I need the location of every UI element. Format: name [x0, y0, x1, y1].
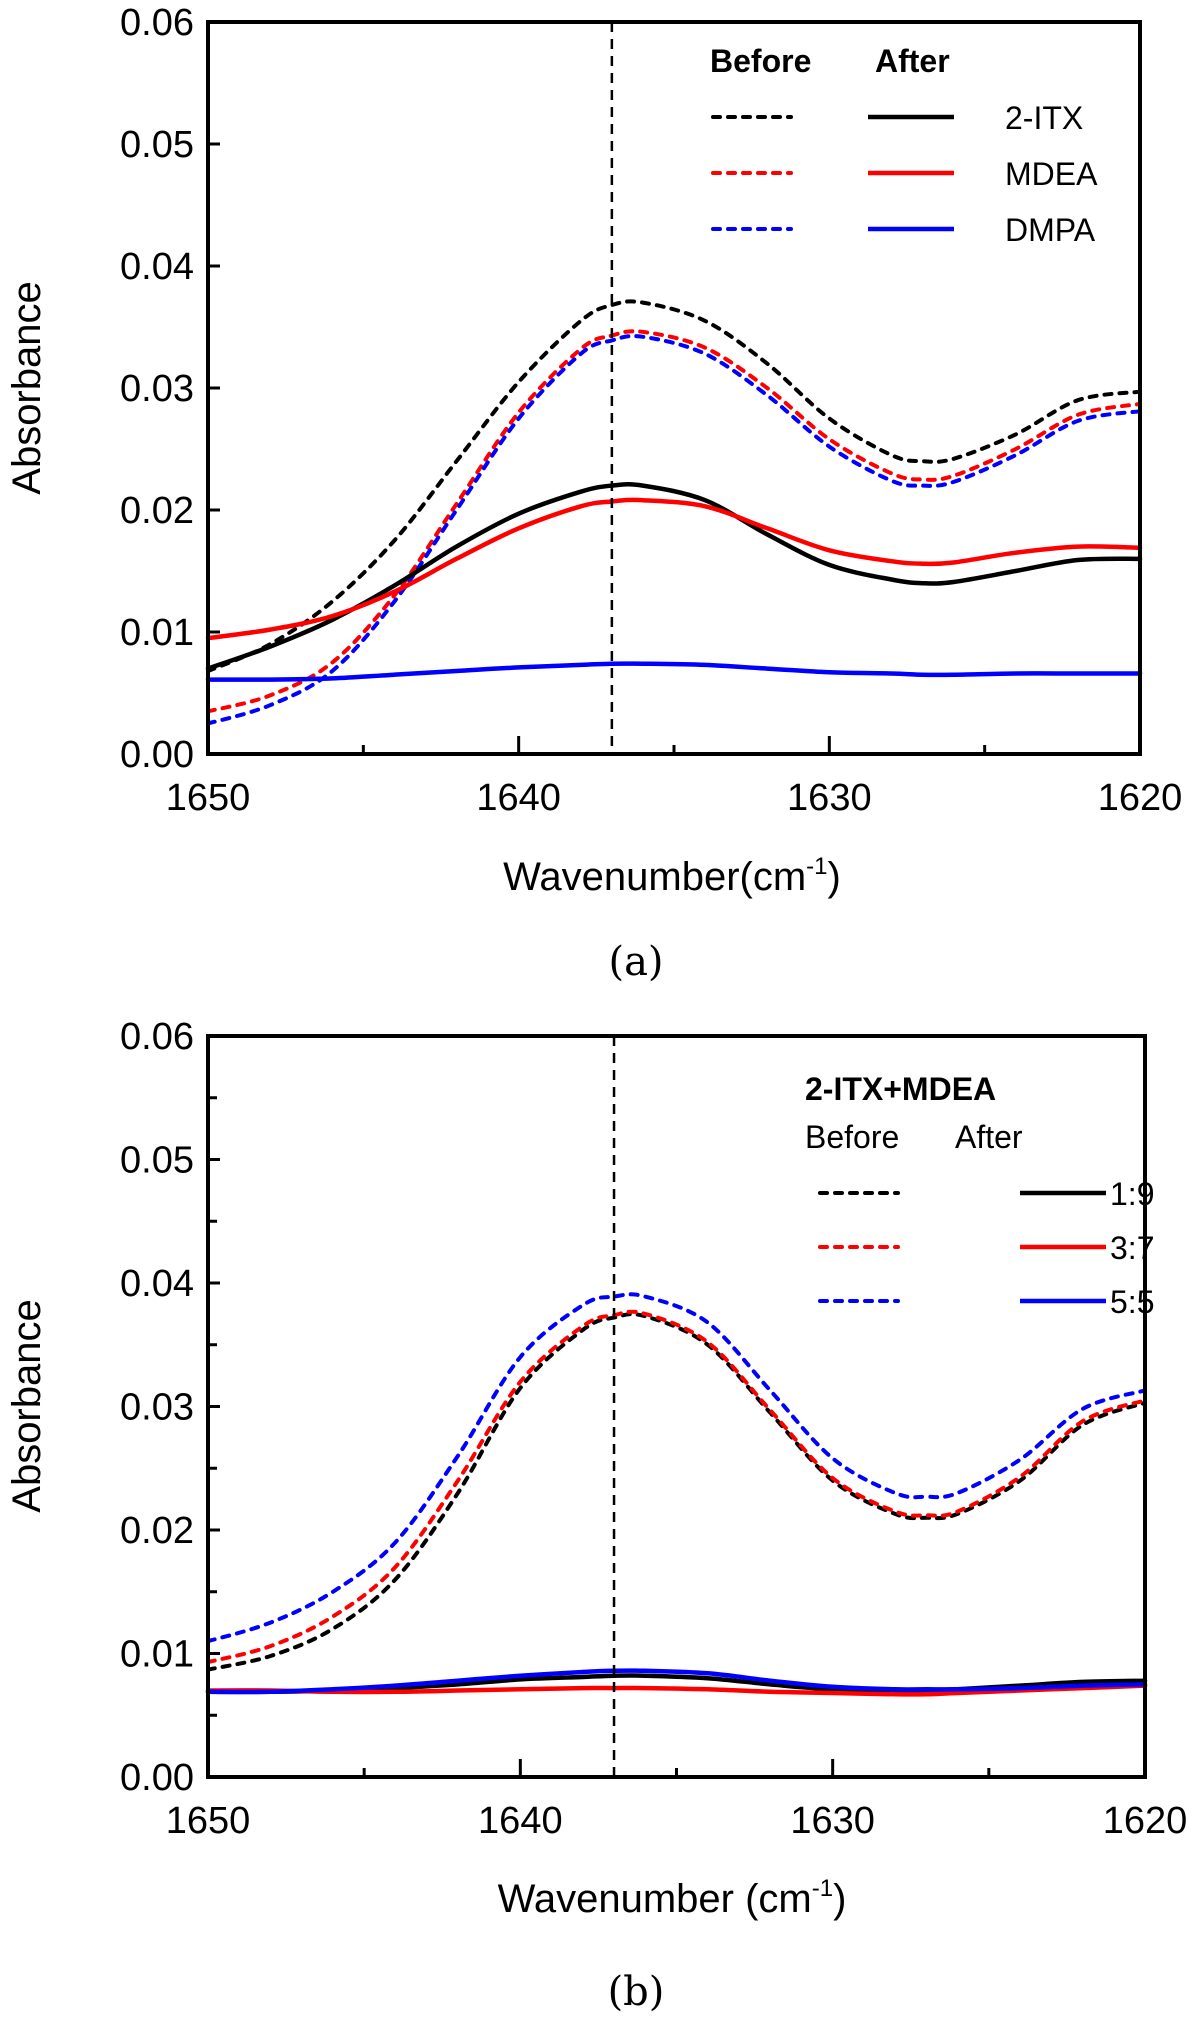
y-tick-label: 0.01 — [120, 612, 194, 654]
axis-ticks-a: 1650 1640 1630 1620 0.00 0.01 0.02 0.03 0.04 0.05… — [120, 2, 1182, 819]
y-tick-label: 0.02 — [120, 1510, 194, 1552]
x-tick-label: 1640 — [476, 777, 561, 819]
legend-title: 2-ITX+MDEA — [805, 1071, 996, 1107]
caption-a: (a) — [608, 939, 663, 985]
series-line-3-7-after — [205, 1683, 1148, 1697]
y-tick-label: 0.06 — [120, 2, 194, 44]
legend-header-before: Before — [805, 1119, 899, 1155]
x-tick-label: 1630 — [787, 777, 872, 819]
x-axis-title-b: Wavenumber (cm-1) — [498, 1875, 847, 1921]
x-tick-label: 1620 — [1103, 1800, 1188, 1842]
legend-b: 2-ITX+MDEA Before After 1:9 3:7 5:5 — [805, 1071, 1154, 1320]
x-axis-title-close-a: ) — [828, 855, 841, 899]
series-line-mdea-before — [206, 329, 1142, 714]
x-axis-title-main-b: Wavenumber (cm — [498, 1877, 812, 1921]
y-tick-label: 0.03 — [120, 1387, 194, 1429]
y-tick-label: 0.04 — [120, 1263, 194, 1305]
y-tick-label: 0.06 — [120, 1016, 194, 1058]
series-line-mdea-after — [205, 497, 1143, 641]
y-tick-label: 0.05 — [120, 124, 194, 166]
series-line-2-itx-before — [206, 299, 1142, 673]
legend-entry-label: 5:5 — [1110, 1284, 1154, 1320]
x-axis-title-sup-a: -1 — [806, 853, 827, 880]
y-tick-label: 0.05 — [120, 1140, 194, 1182]
y-tick-label: 0.01 — [120, 1634, 194, 1676]
series-line-dmpa-after — [205, 661, 1143, 682]
x-tick-label: 1620 — [1098, 777, 1183, 819]
y-tick-label: 0.00 — [120, 1757, 194, 1799]
y-tick-label: 0.03 — [120, 368, 194, 410]
series-line-2-itx-after — [205, 482, 1143, 671]
series-line-1-9-before — [206, 1312, 1147, 1672]
legend-entry-label: MDEA — [1005, 156, 1098, 192]
plot-frame-a — [206, 20, 1142, 756]
legend-header-before: Before — [710, 43, 811, 79]
x-tick-label: 1640 — [478, 1800, 563, 1842]
series-line-5-5-before — [206, 1292, 1147, 1644]
plot-frame — [206, 20, 1142, 756]
x-tick-label: 1650 — [166, 777, 251, 819]
x-tick-label: 1650 — [166, 1800, 251, 1842]
series-line-3-7-before — [206, 1309, 1147, 1665]
legend-header-after: After — [955, 1119, 1023, 1155]
y-tick-label: 0.02 — [120, 490, 194, 532]
series-layer-b — [205, 1292, 1148, 1697]
series-line-5-5-after — [205, 1668, 1148, 1695]
legend-entry-label: 3:7 — [1110, 1230, 1154, 1266]
legend-entry-label: DMPA — [1005, 212, 1096, 248]
legend-a: Before After 2-ITX MDEA DMPA — [710, 43, 1098, 248]
series-layer-a — [205, 299, 1143, 726]
x-axis-title-sup-b: -1 — [812, 1875, 833, 1902]
y-axis-title-b: Absorbance — [5, 1299, 49, 1512]
legend-header-after: After — [875, 43, 950, 79]
series-line-dmpa-before — [206, 334, 1142, 726]
axis-ticks-b: 1650 1640 1630 1620 0.00 0.01 0.02 0.03 0.04 0.05… — [120, 1016, 1187, 1842]
legend-entry-label: 2-ITX — [1005, 100, 1083, 136]
y-axis-title-a: Absorbance — [5, 281, 49, 494]
x-axis-title-close-b: ) — [833, 1877, 846, 1921]
chart-b: 1650 1640 1630 1620 0.00 0.01 0.02 0.03 0.04 0.05… — [5, 1016, 1187, 2015]
caption-b: (b) — [608, 1969, 665, 2015]
x-axis-title-a: Wavenumber(cm-1) — [503, 853, 841, 899]
y-tick-label: 0.00 — [120, 734, 194, 776]
x-axis-title-main-a: Wavenumber(cm — [503, 855, 806, 899]
chart-a: 1650 1640 1630 1620 0.00 0.01 0.02 0.03 0.04 0.05… — [5, 2, 1182, 985]
y-tick-label: 0.04 — [120, 246, 194, 288]
legend-entry-label: 1:9 — [1110, 1176, 1154, 1212]
x-tick-label: 1630 — [790, 1800, 875, 1842]
